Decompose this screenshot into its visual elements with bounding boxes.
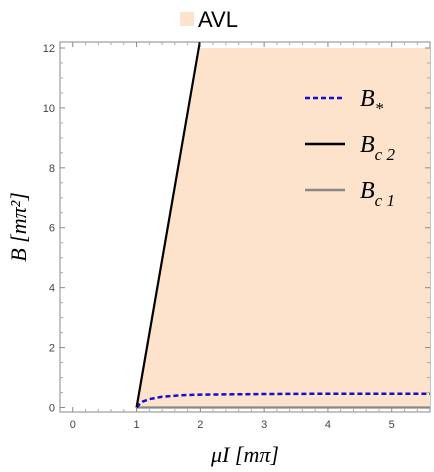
y-tick-label: 6 [49, 223, 55, 235]
legend-label-subscript: * [375, 99, 384, 118]
legend-label-subscript: c 2 [375, 145, 396, 164]
legend-label-bc2: Bc 2 [360, 132, 395, 164]
avl-region [136, 47, 430, 408]
legend-label-bc1: Bc 1 [360, 178, 395, 210]
series-line-bc2 [135, 42, 201, 408]
y-tick-label: 2 [49, 343, 55, 355]
x-tick-label: 1 [133, 419, 139, 431]
x-tick-label: 3 [261, 419, 267, 431]
legend-label-main: B [360, 132, 375, 158]
x-tick-label: 2 [197, 419, 203, 431]
legend-label-subscript: c 1 [375, 191, 395, 210]
legend-label-main: B [360, 86, 375, 112]
y-tick-label: 4 [49, 283, 55, 295]
x-axis-title: μI [mπ] [210, 442, 279, 467]
legend-label-bstar: B* [360, 86, 384, 118]
avl-legend-label: AVL [198, 7, 238, 32]
y-tick-label: 10 [43, 103, 55, 115]
series-line-bstar [135, 392, 430, 409]
x-tick-label: 5 [389, 419, 395, 431]
avl-legend-swatch [180, 12, 194, 26]
y-tick-label: 12 [43, 43, 55, 55]
y-tick-label: 0 [49, 403, 55, 415]
x-tick-label: 4 [325, 419, 331, 431]
y-axis-title: B [mπ²] [6, 192, 31, 262]
x-tick-label: 0 [70, 419, 76, 431]
y-tick-label: 8 [49, 163, 55, 175]
legend-label-main: B [360, 178, 375, 204]
